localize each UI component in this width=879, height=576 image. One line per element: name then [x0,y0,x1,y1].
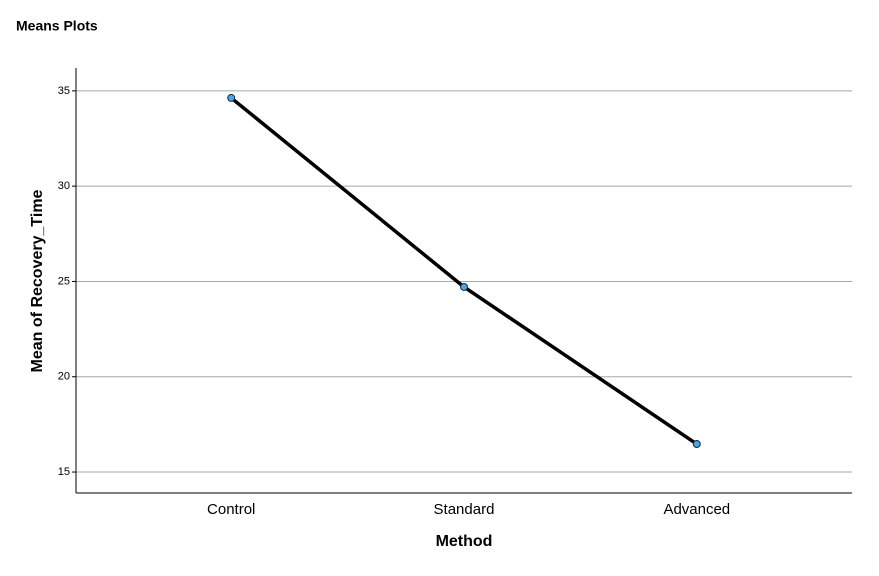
y-tick-label: 20 [58,371,70,383]
y-tick-label: 15 [58,466,70,478]
marker [227,93,236,102]
x-tick-label: Control [207,501,255,518]
chart-title: Means Plots [16,18,98,34]
y-axis-label: Mean of Recovery_Time [29,189,46,372]
x-tick-label: Standard [434,501,495,518]
y-tick-label: 25 [58,275,70,287]
y-tick-label: 30 [58,180,70,192]
marker [460,282,468,291]
x-tick-label: Advanced [663,501,730,518]
y-tick-label: 35 [58,85,70,97]
line [230,96,698,446]
x-axis-label: Method [436,533,493,550]
marker [692,440,701,449]
